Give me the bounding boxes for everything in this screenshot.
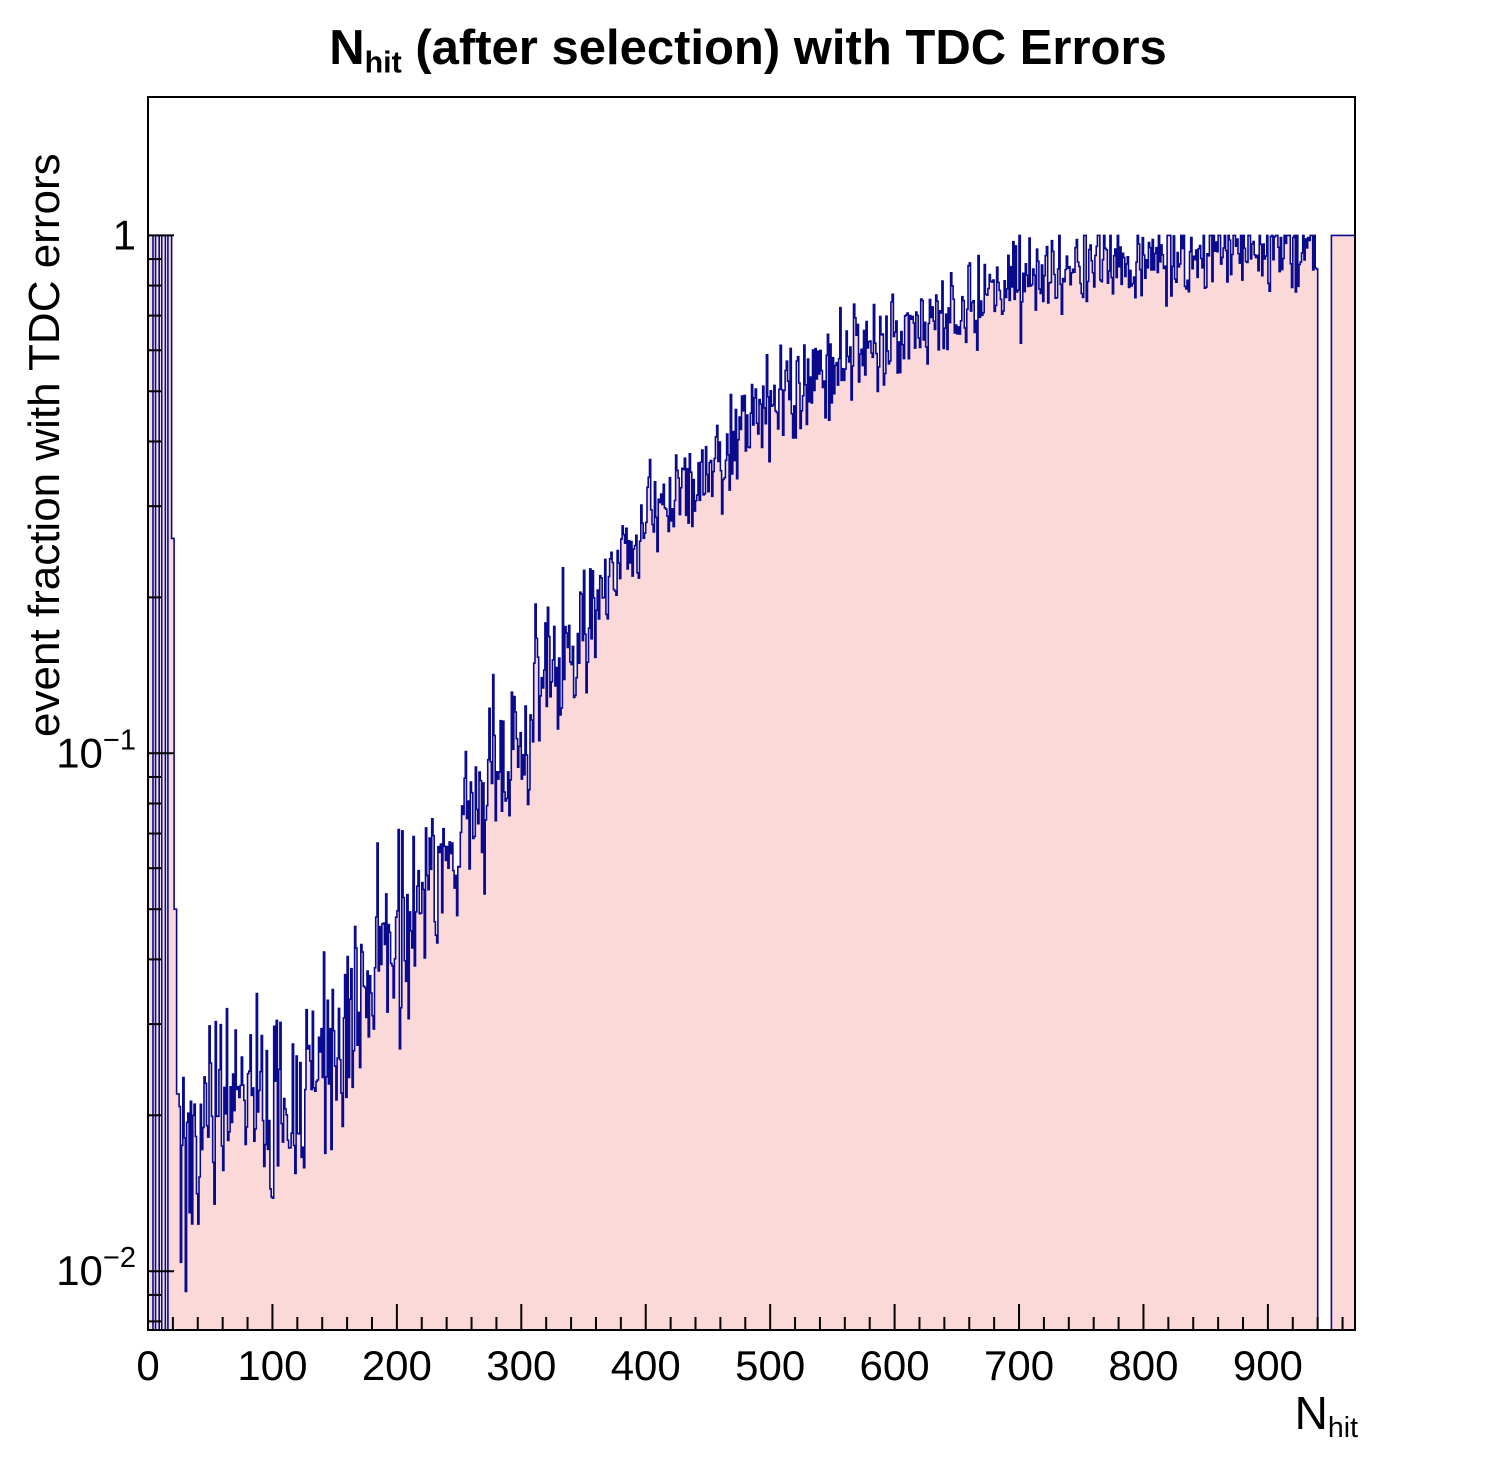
x-tick-label: 300 xyxy=(486,1342,556,1389)
x-tick-label: 500 xyxy=(735,1342,805,1389)
label-subscript: hit xyxy=(364,45,402,80)
label-subscript: hit xyxy=(1327,1411,1358,1444)
chart-title: Nhit (after selection) with TDC Errors xyxy=(0,20,1496,81)
histogram-outline xyxy=(147,234,1356,1331)
label-text: N xyxy=(329,21,365,75)
x-tick-label: 600 xyxy=(860,1342,930,1389)
x-tick-label: 0 xyxy=(136,1342,159,1389)
x-tick-label: 900 xyxy=(1233,1342,1303,1389)
x-tick-label: 800 xyxy=(1108,1342,1178,1389)
y-tick-label: 1 xyxy=(113,211,136,258)
x-axis-title: Nhit xyxy=(1295,1386,1358,1445)
x-tick-label: 100 xyxy=(237,1342,307,1389)
x-tick-label: 700 xyxy=(984,1342,1054,1389)
y-tick-label: 10−1 xyxy=(56,724,136,776)
histogram-fill xyxy=(148,235,1355,1330)
x-tick-label: 400 xyxy=(611,1342,681,1389)
y-tick-label: 10−2 xyxy=(56,1242,136,1294)
plot-frame xyxy=(147,96,1356,1331)
label-text: (after selection) with TDC Errors xyxy=(401,21,1167,75)
label-text: N xyxy=(1294,1387,1328,1439)
x-tick-label: 200 xyxy=(362,1342,432,1389)
